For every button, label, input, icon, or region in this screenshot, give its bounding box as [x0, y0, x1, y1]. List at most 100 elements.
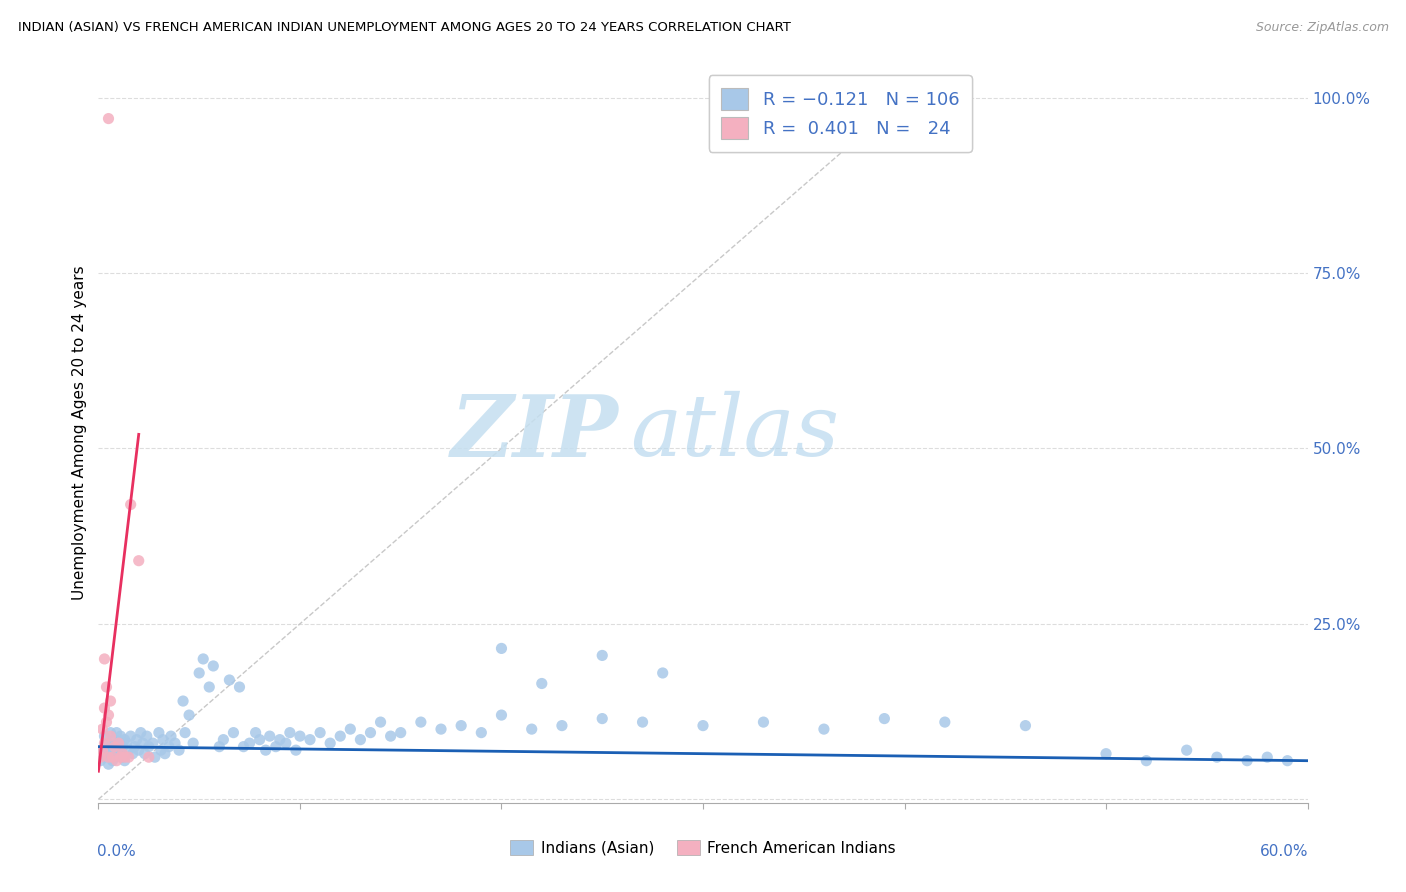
Point: [631, 715, 654, 730]
Point: [651, 665, 673, 680]
Point: [551, 718, 574, 732]
Point: [111, 747, 134, 761]
Point: [813, 722, 835, 736]
Point: [278, 725, 301, 739]
Point: [111, 739, 134, 754]
Point: [107, 736, 129, 750]
Point: [1095, 747, 1118, 761]
Point: [105, 754, 128, 768]
Point: [132, 736, 155, 750]
Point: [370, 715, 392, 730]
Point: [114, 732, 136, 747]
Point: [110, 743, 132, 757]
Point: [138, 750, 160, 764]
Point: [93, 729, 115, 743]
Point: [1236, 754, 1258, 768]
Point: [380, 729, 402, 743]
Point: [111, 750, 134, 764]
Point: [1014, 718, 1036, 732]
Point: [143, 750, 166, 764]
Point: [249, 732, 271, 747]
Point: [167, 743, 190, 757]
Point: [93, 736, 115, 750]
Point: [228, 680, 250, 694]
Point: [149, 743, 172, 757]
Text: INDIAN (ASIAN) VS FRENCH AMERICAN INDIAN UNEMPLOYMENT AMONG AGES 20 TO 24 YEARS : INDIAN (ASIAN) VS FRENCH AMERICAN INDIAN…: [18, 21, 792, 34]
Point: [269, 732, 291, 747]
Point: [120, 498, 142, 512]
Point: [174, 725, 197, 739]
Point: [1135, 754, 1157, 768]
Legend: R = −0.121   N = 106, R =  0.401   N =   24: R = −0.121 N = 106, R = 0.401 N = 24: [709, 75, 972, 152]
Point: [96, 680, 118, 694]
Point: [222, 725, 245, 739]
Text: ZIP: ZIP: [450, 391, 619, 475]
Point: [450, 718, 472, 732]
Point: [202, 659, 225, 673]
Point: [107, 747, 129, 761]
Point: [114, 754, 136, 768]
Point: [89, 750, 111, 764]
Point: [97, 112, 120, 126]
Point: [125, 732, 148, 747]
Point: [100, 739, 122, 754]
Text: 60.0%: 60.0%: [1260, 844, 1309, 858]
Point: [89, 754, 111, 768]
Text: atlas: atlas: [630, 392, 839, 474]
Point: [160, 729, 183, 743]
Point: [254, 743, 277, 757]
Point: [153, 747, 176, 761]
Point: [284, 743, 307, 757]
Text: 0.0%: 0.0%: [97, 844, 136, 858]
Point: [138, 739, 160, 754]
Point: [163, 736, 186, 750]
Point: [934, 715, 956, 730]
Point: [1277, 754, 1299, 768]
Point: [1256, 750, 1278, 764]
Point: [114, 750, 136, 764]
Point: [152, 732, 174, 747]
Point: [134, 747, 156, 761]
Point: [128, 743, 150, 757]
Point: [110, 750, 132, 764]
Point: [591, 648, 613, 663]
Point: [470, 725, 492, 739]
Point: [193, 652, 215, 666]
Point: [491, 641, 513, 656]
Point: [91, 743, 114, 757]
Point: [198, 680, 221, 694]
Point: [103, 732, 125, 747]
Point: [752, 715, 775, 730]
Point: [232, 739, 254, 754]
Point: [389, 725, 412, 739]
Point: [96, 747, 118, 761]
Point: [172, 694, 194, 708]
Point: [105, 739, 128, 754]
Point: [181, 736, 204, 750]
Point: [97, 736, 120, 750]
Point: [1175, 743, 1198, 757]
Point: [93, 701, 115, 715]
Point: [107, 736, 129, 750]
Point: [212, 732, 235, 747]
Point: [299, 732, 322, 747]
Point: [128, 554, 150, 568]
Point: [129, 725, 152, 739]
Point: [105, 725, 128, 739]
Point: [873, 712, 896, 726]
Point: [91, 743, 114, 757]
Point: [245, 725, 267, 739]
Point: [430, 722, 453, 736]
Point: [218, 673, 240, 687]
Point: [692, 718, 714, 732]
Point: [148, 725, 170, 739]
Point: [101, 754, 124, 768]
Point: [360, 725, 382, 739]
Point: [239, 736, 262, 750]
Point: [157, 739, 180, 754]
Point: [491, 708, 513, 723]
Point: [118, 743, 141, 757]
Point: [135, 729, 157, 743]
Point: [100, 694, 122, 708]
Point: [100, 725, 122, 739]
